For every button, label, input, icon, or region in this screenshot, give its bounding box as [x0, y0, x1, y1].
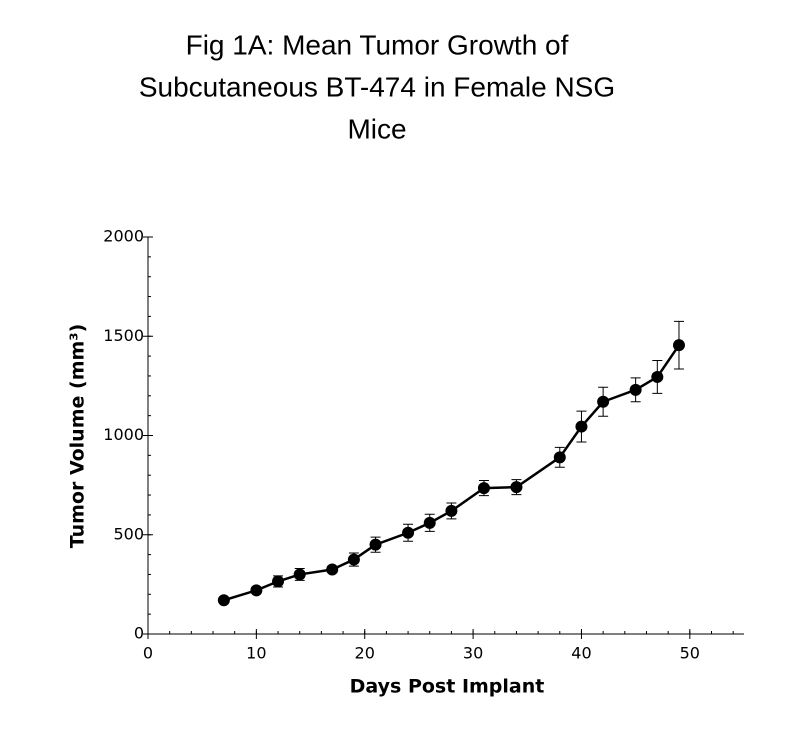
- y-axis-title: Tumor Volume (mm³): [67, 324, 89, 549]
- data-point: [326, 563, 339, 576]
- x-tick-label: 50: [680, 644, 700, 663]
- data-point: [672, 339, 685, 352]
- y-tick-label: 2000: [103, 227, 144, 246]
- data-point: [402, 526, 415, 539]
- y-tick-label: 1000: [103, 425, 144, 444]
- data-point: [347, 553, 360, 566]
- data-point: [423, 516, 436, 529]
- data-point: [629, 383, 642, 396]
- data-point: [477, 482, 490, 495]
- data-point: [445, 504, 458, 517]
- y-tick-label: 0: [134, 624, 144, 643]
- chart-title: Mice: [347, 113, 406, 144]
- chart-title: Fig 1A: Mean Tumor Growth of: [186, 29, 569, 60]
- x-tick-label: 20: [355, 644, 375, 663]
- y-tick-label: 500: [113, 524, 144, 543]
- data-point: [217, 594, 230, 607]
- y-tick-label: 1500: [103, 326, 144, 345]
- x-tick-label: 40: [571, 644, 591, 663]
- data-point: [651, 370, 664, 383]
- data-point: [510, 481, 523, 494]
- data-point: [369, 538, 382, 551]
- data-point: [597, 395, 610, 408]
- x-tick-label: 10: [246, 644, 266, 663]
- data-point: [250, 584, 263, 597]
- data-point: [272, 575, 285, 588]
- chart-title: Subcutaneous BT-474 in Female NSG: [139, 71, 615, 102]
- data-point: [553, 451, 566, 464]
- data-point: [575, 420, 588, 433]
- x-tick-label: 30: [463, 644, 483, 663]
- series-line: [223, 344, 681, 602]
- x-tick-label: 0: [143, 644, 153, 663]
- x-axis-title: Days Post Implant: [350, 676, 545, 698]
- data-point: [293, 568, 306, 581]
